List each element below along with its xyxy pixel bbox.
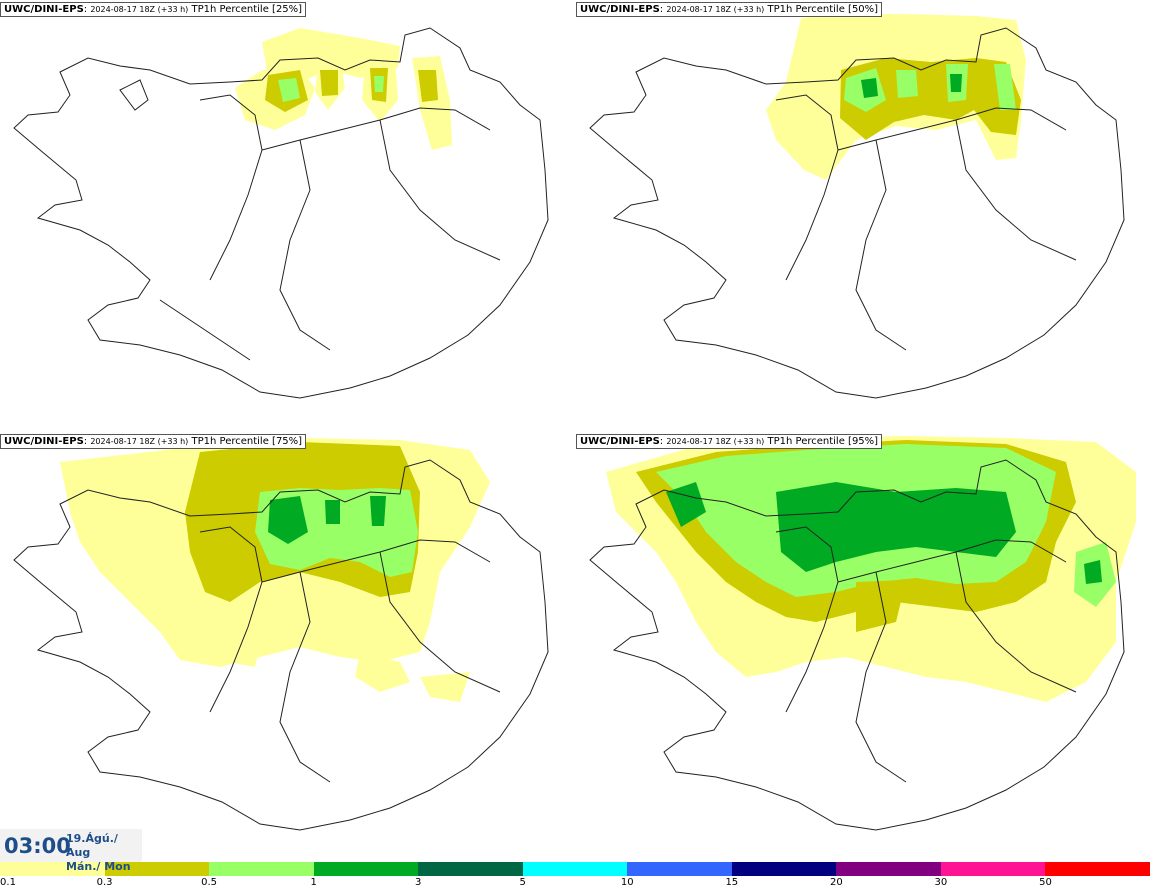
map-panel-p50: UWC/DINI-EPS: 2024-08-17 18Z (+33 h) TP1… [576,0,1149,430]
legend-swatch [940,862,1046,876]
legend-tick-label: 10 [620,877,634,888]
precip-map [589,14,1125,399]
legend-tick-label: 3 [414,877,422,888]
legend-swatch [313,862,419,876]
legend-ticks: 0.1 0.3 0.5 1 3 5 10 15 20 30 50 [0,877,1150,891]
precip-map [13,27,549,399]
map-panel-p95: UWC/DINI-EPS: 2024-08-17 18Z (+33 h) TP1… [576,432,1149,862]
valid-time-box: 03:00 19.Ágú./ Aug Mán./ Mon [0,829,142,873]
precip-map [13,438,549,831]
legend-swatch [418,862,523,876]
legend-swatch [0,862,105,876]
legend-tick-label: 1 [310,877,317,888]
legend-tick-label: 0.5 [201,877,218,888]
legend-tick-label: 0.3 [96,877,113,888]
panel-title: UWC/DINI-EPS: 2024-08-17 18Z (+33 h) TP1… [0,434,307,449]
precip-map [589,436,1136,831]
color-legend [0,862,1150,876]
precip-field [60,438,490,702]
panel-title: UWC/DINI-EPS: 2024-08-17 18Z (+33 h) TP1… [0,2,307,17]
precip-field [606,436,1136,702]
map-panel-p25: UWC/DINI-EPS: 2024-08-17 18Z (+33 h) TP1… [0,0,573,430]
legend-swatch [1045,862,1150,876]
legend-swatch [104,862,210,876]
legend-tick-label: 30 [934,877,948,888]
legend-tick-label: 15 [725,877,739,888]
legend-tick-label: 0.1 [0,877,16,888]
legend-swatch [627,862,732,876]
legend-swatch [209,862,314,876]
precip-field [235,28,452,150]
panel-title: UWC/DINI-EPS: 2024-08-17 18Z (+33 h) TP1… [576,2,883,17]
legend-swatch [836,862,941,876]
legend-swatch [522,862,628,876]
legend-tick-label: 5 [519,877,526,888]
legend-tick-label: 20 [829,877,843,888]
valid-time: 03:00 [4,834,71,858]
valid-date: 19.Ágú./ Aug Mán./ Mon [66,832,131,873]
panel-title: UWC/DINI-EPS: 2024-08-17 18Z (+33 h) TP1… [576,434,883,449]
map-panel-p75: UWC/DINI-EPS: 2024-08-17 18Z (+33 h) TP1… [0,432,573,862]
legend-swatch [731,862,837,876]
legend-tick-label: 50 [1039,877,1052,888]
precip-field [766,14,1026,180]
